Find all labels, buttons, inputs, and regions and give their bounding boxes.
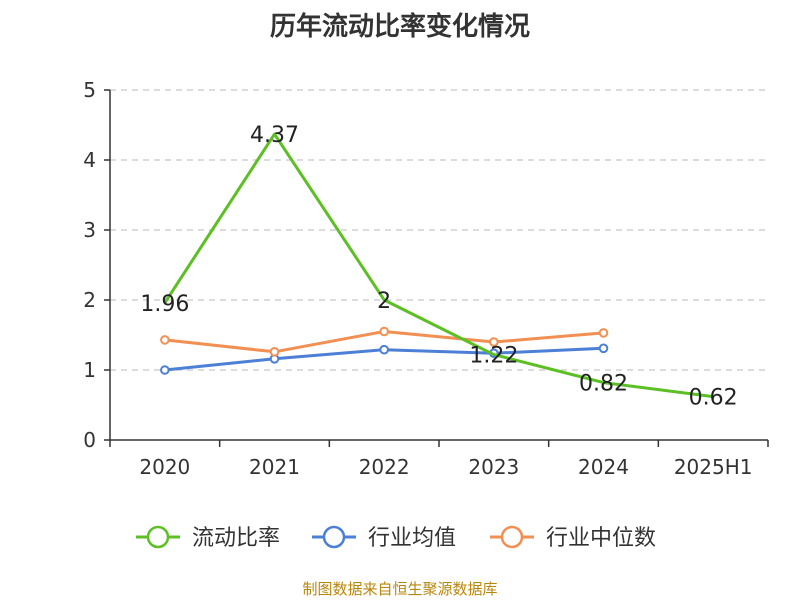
chart-title: 历年流动比率变化情况 [269, 12, 530, 42]
series-point [598, 343, 609, 354]
series-point [269, 347, 280, 357]
data-label: 1.96 [140, 292, 189, 317]
data-labels: 1.96 4.37 2 1.22 0.82 0.62 [140, 123, 737, 411]
series-lines [160, 132, 714, 399]
y-tick-label: 3 [83, 218, 96, 242]
series-point [489, 337, 499, 347]
y-tick-label: 4 [83, 148, 96, 172]
legend-label: 行业中位数 [546, 526, 656, 551]
data-label: 0.62 [689, 386, 738, 411]
series-point [160, 335, 170, 345]
series-line [163, 132, 714, 399]
x-tick-label: 2024 [578, 455, 629, 479]
series-point [379, 344, 389, 355]
series-point [598, 328, 609, 338]
x-tick-label: 2021 [249, 455, 300, 479]
x-tick-label: 2025H1 [674, 455, 753, 479]
y-tick-label: 2 [83, 288, 96, 312]
x-tick-label: 2022 [359, 455, 410, 479]
data-label: 2 [377, 289, 391, 314]
series-point [379, 326, 389, 337]
legend-marker [322, 525, 346, 549]
legend-marker [146, 525, 170, 549]
x-tick-label: 2020 [139, 455, 190, 479]
data-label: 1.22 [469, 344, 518, 369]
data-label: 4.37 [250, 123, 299, 148]
legend-label: 流动比率 [192, 526, 280, 551]
axes: 0 1 2 3 4 5 2020 2021 2022 2023 2024 2025H1 [83, 78, 769, 479]
legend-label: 行业均值 [368, 526, 456, 551]
x-tick-label: 2023 [468, 455, 519, 479]
legend-marker [500, 525, 524, 549]
data-label: 0.82 [579, 372, 628, 397]
series-point [160, 365, 170, 375]
y-tick-label: 1 [83, 358, 96, 382]
y-tick-label: 0 [83, 428, 96, 452]
y-tick-label: 5 [83, 78, 96, 102]
legend: 流动比率 行业均值 行业中位数 [136, 525, 656, 551]
source-note: 制图数据来自恒生聚源数据库 [302, 580, 498, 598]
